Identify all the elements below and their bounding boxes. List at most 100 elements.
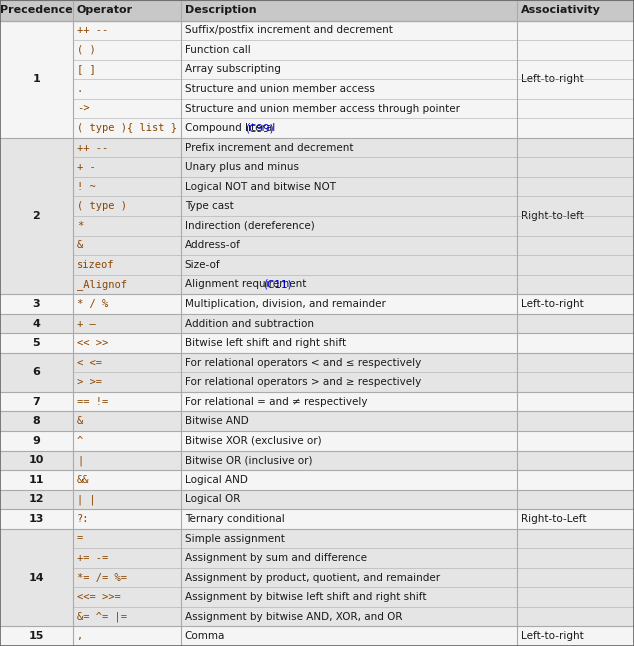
Text: 14: 14 bbox=[29, 572, 44, 583]
Text: Left-to-right: Left-to-right bbox=[521, 74, 583, 84]
Text: 13: 13 bbox=[29, 514, 44, 524]
Text: Logical AND: Logical AND bbox=[184, 475, 247, 485]
Bar bbox=[0, 470, 634, 490]
Bar bbox=[0, 138, 634, 294]
Text: * / %: * / % bbox=[77, 299, 108, 309]
Text: Left-to-right: Left-to-right bbox=[521, 631, 583, 641]
Text: | |: | | bbox=[77, 494, 96, 505]
Text: Assignment by sum and difference: Assignment by sum and difference bbox=[184, 553, 366, 563]
Text: + -: + - bbox=[77, 162, 96, 172]
Text: ++ --: ++ -- bbox=[77, 25, 108, 36]
Text: ->: -> bbox=[77, 103, 89, 114]
Text: Suffix/postfix increment and decrement: Suffix/postfix increment and decrement bbox=[184, 25, 392, 36]
Bar bbox=[0, 509, 634, 528]
Text: .: . bbox=[77, 84, 83, 94]
Text: [ ]: [ ] bbox=[77, 65, 96, 74]
Text: Assignment by bitwise left shift and right shift: Assignment by bitwise left shift and rig… bbox=[184, 592, 426, 602]
Text: (C11): (C11) bbox=[264, 280, 292, 289]
Text: 2: 2 bbox=[32, 211, 41, 221]
Text: ( type ): ( type ) bbox=[77, 202, 127, 211]
Text: ++ --: ++ -- bbox=[77, 143, 108, 152]
Text: Alignment requirement: Alignment requirement bbox=[184, 280, 306, 289]
Text: Multiplication, division, and remainder: Multiplication, division, and remainder bbox=[184, 299, 385, 309]
Text: Bitwise AND: Bitwise AND bbox=[184, 416, 249, 426]
Text: Indirection (dereference): Indirection (dereference) bbox=[184, 221, 314, 231]
Text: Address-of: Address-of bbox=[184, 240, 240, 251]
Text: Bitwise OR (inclusive or): Bitwise OR (inclusive or) bbox=[184, 455, 312, 465]
Text: *: * bbox=[77, 221, 83, 231]
Text: 8: 8 bbox=[32, 416, 41, 426]
Text: > >=: > >= bbox=[77, 377, 102, 387]
Text: sizeof: sizeof bbox=[77, 260, 114, 270]
Text: ?:: ?: bbox=[77, 514, 89, 524]
Text: Precedence: Precedence bbox=[0, 5, 73, 16]
Bar bbox=[0, 0, 634, 21]
Bar bbox=[0, 333, 634, 353]
Text: Description: Description bbox=[184, 5, 256, 16]
Text: Function call: Function call bbox=[184, 45, 250, 55]
Text: 1: 1 bbox=[32, 74, 41, 84]
Text: 12: 12 bbox=[29, 494, 44, 505]
Text: Bitwise left shift and right shift: Bitwise left shift and right shift bbox=[184, 338, 346, 348]
Text: Associativity: Associativity bbox=[521, 5, 600, 16]
Text: For relational = and ≠ respectively: For relational = and ≠ respectively bbox=[184, 397, 367, 407]
Text: == !=: == != bbox=[77, 397, 108, 407]
Text: + –: + – bbox=[77, 318, 96, 329]
Text: Operator: Operator bbox=[77, 5, 133, 16]
Bar bbox=[0, 392, 634, 412]
Text: 9: 9 bbox=[32, 436, 41, 446]
Text: Comma: Comma bbox=[184, 631, 225, 641]
Text: <<= >>=: <<= >>= bbox=[77, 592, 120, 602]
Text: Type cast: Type cast bbox=[184, 202, 233, 211]
Text: ( ): ( ) bbox=[77, 45, 96, 55]
Text: &: & bbox=[77, 240, 83, 251]
Text: =: = bbox=[77, 534, 83, 543]
Text: &= ^= |=: &= ^= |= bbox=[77, 611, 127, 622]
Text: *= /= %=: *= /= %= bbox=[77, 572, 127, 583]
Text: Simple assignment: Simple assignment bbox=[184, 534, 285, 543]
Text: Logical OR: Logical OR bbox=[184, 494, 240, 505]
Text: Addition and subtraction: Addition and subtraction bbox=[184, 318, 314, 329]
Text: Structure and union member access: Structure and union member access bbox=[184, 84, 375, 94]
Bar bbox=[0, 21, 634, 138]
Bar bbox=[0, 353, 634, 392]
Text: << >>: << >> bbox=[77, 338, 108, 348]
Bar bbox=[0, 412, 634, 431]
Text: ( type ){ list }: ( type ){ list } bbox=[77, 123, 177, 133]
Text: Bitwise XOR (exclusive or): Bitwise XOR (exclusive or) bbox=[184, 436, 321, 446]
Text: += -=: += -= bbox=[77, 553, 108, 563]
Text: Compound literal: Compound literal bbox=[184, 123, 275, 133]
Text: ! ~: ! ~ bbox=[77, 182, 96, 192]
Text: 11: 11 bbox=[29, 475, 44, 485]
Bar bbox=[0, 294, 634, 314]
Bar bbox=[0, 490, 634, 509]
Text: Logical NOT and bitwise NOT: Logical NOT and bitwise NOT bbox=[184, 182, 335, 192]
Text: For relational operators < and ≤ respectively: For relational operators < and ≤ respect… bbox=[184, 358, 421, 368]
Text: Right-to-Left: Right-to-Left bbox=[521, 514, 586, 524]
Bar bbox=[0, 314, 634, 333]
Text: Prefix increment and decrement: Prefix increment and decrement bbox=[184, 143, 353, 152]
Text: ,: , bbox=[77, 631, 83, 641]
Text: &&: && bbox=[77, 475, 89, 485]
Text: (C99): (C99) bbox=[245, 123, 273, 133]
Text: Right-to-left: Right-to-left bbox=[521, 211, 583, 221]
Text: Size-of: Size-of bbox=[184, 260, 221, 270]
Text: &: & bbox=[77, 416, 83, 426]
Text: Structure and union member access through pointer: Structure and union member access throug… bbox=[184, 103, 460, 114]
Text: 4: 4 bbox=[32, 318, 41, 329]
Text: < <=: < <= bbox=[77, 358, 102, 368]
Text: _Alignof: _Alignof bbox=[77, 279, 127, 290]
Text: Ternary conditional: Ternary conditional bbox=[184, 514, 285, 524]
Bar bbox=[0, 450, 634, 470]
Text: |: | bbox=[77, 455, 83, 466]
Text: 3: 3 bbox=[32, 299, 41, 309]
Bar bbox=[0, 528, 634, 627]
Text: Assignment by bitwise AND, XOR, and OR: Assignment by bitwise AND, XOR, and OR bbox=[184, 612, 402, 621]
Text: For relational operators > and ≥ respectively: For relational operators > and ≥ respect… bbox=[184, 377, 421, 387]
Text: 15: 15 bbox=[29, 631, 44, 641]
Text: Array subscripting: Array subscripting bbox=[184, 65, 281, 74]
Text: 10: 10 bbox=[29, 455, 44, 465]
Text: 5: 5 bbox=[32, 338, 41, 348]
Text: 7: 7 bbox=[32, 397, 41, 407]
Text: ^: ^ bbox=[77, 436, 83, 446]
